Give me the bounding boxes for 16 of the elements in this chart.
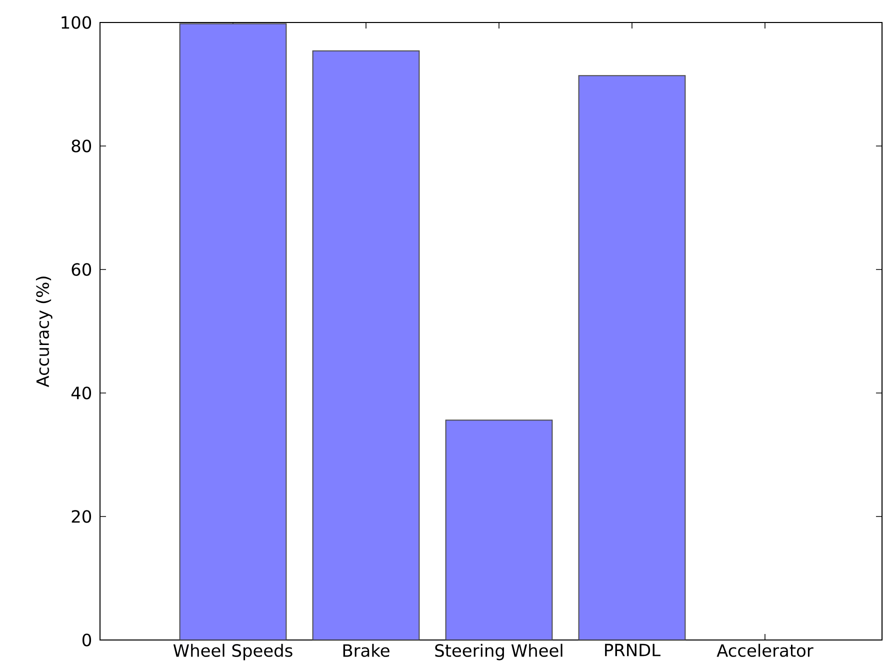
y-tick-label: 20: [72, 510, 92, 523]
y-tick-label: 100: [62, 16, 92, 29]
x-tick-label: Wheel Speeds: [173, 644, 292, 660]
y-tick-label: 60: [72, 263, 92, 276]
x-tick-label: Brake: [343, 644, 390, 657]
y-tick-label: 0: [82, 634, 92, 646]
y-tick-label: 40: [71, 386, 92, 400]
x-tick-label: PRNDL: [605, 644, 660, 656]
y-axis-title: Accuracy (%): [36, 276, 52, 388]
bar: [445, 420, 553, 640]
x-tick-label: Accelerator: [716, 644, 814, 657]
y-tick-label: 80: [72, 140, 92, 152]
bar: [312, 50, 420, 640]
bar: [179, 23, 287, 640]
x-tick-label: Steering Wheel: [435, 644, 562, 660]
bar: [578, 75, 686, 640]
